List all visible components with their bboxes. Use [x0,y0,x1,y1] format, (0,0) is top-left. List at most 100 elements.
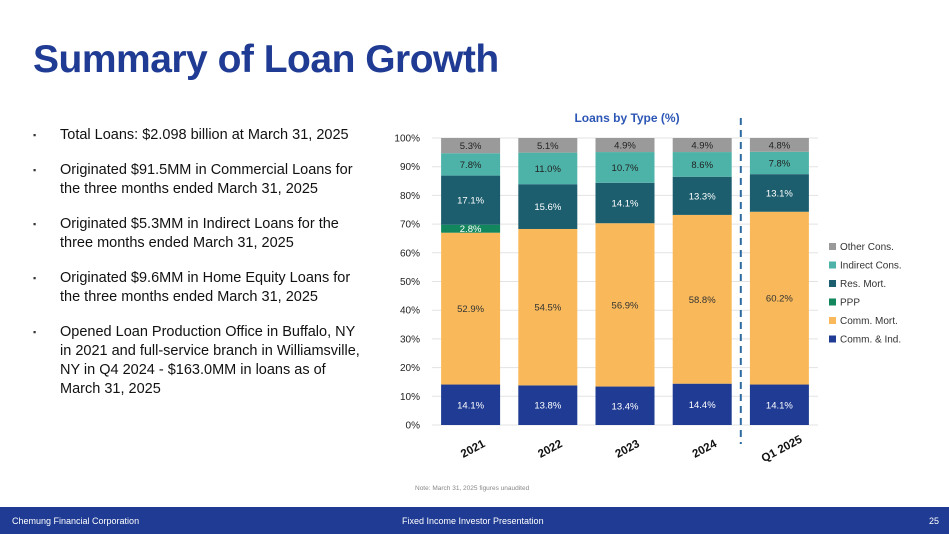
bar-segment [749,138,809,152]
bar-segment [749,174,809,212]
legend-label: PPP [840,298,860,309]
data-label: 17.1% [457,196,484,207]
data-label: 15.6% [534,202,561,213]
y-tick-label: 100% [394,134,420,145]
legend-label: Indirect Cons. [840,261,902,272]
bar-segment [672,383,732,425]
bullet-text: Opened Loan Production Office in Buffalo… [60,324,360,397]
x-tick-label: 2021 [459,438,488,461]
bar-segment [518,152,578,185]
bar-segment [441,384,501,425]
bullet-marker-icon: ▪ [33,327,37,337]
y-tick-label: 70% [400,220,420,231]
footer-company: Chemung Financial Corporation [12,516,140,526]
bar-segment [518,184,578,229]
data-label: 2.8% [460,224,482,235]
legend-label: Res. Mort. [840,279,886,290]
bar-segment [518,228,578,386]
legend-swatch [829,243,836,250]
y-tick-label: 30% [400,334,420,345]
y-tick-label: 90% [400,162,420,173]
x-tick-label: 2024 [691,438,720,461]
y-tick-label: 40% [400,306,420,317]
chart-title: Loans by Type (%) [574,111,679,125]
legend-swatch [829,298,836,306]
bullet-marker-icon: ▪ [33,273,37,283]
bar-segment [595,152,655,183]
footnote: Note: March 31, 2025 figures unaudited [415,485,530,492]
y-tick-label: 20% [400,363,420,374]
x-tick-label: 2022 [536,438,564,461]
data-label: 11.0% [535,164,562,175]
data-label: 58.8% [689,295,716,306]
bar-segment [672,138,732,153]
bullet-item: ▪ Originated $91.5MM in Commercial Loans… [33,161,363,199]
bar-segment [749,384,809,425]
bar-segment [441,153,501,176]
legend-swatch [829,280,836,287]
data-label: 14.1% [612,199,639,210]
bar-segment [441,175,501,225]
data-label: 14.1% [457,400,484,411]
bullet-text: Originated $5.3MM in Indirect Loans for … [60,216,339,251]
x-tick-label: Q1 2025 [760,433,805,465]
data-label: 60.2% [766,294,793,305]
data-label: 14.4% [689,400,716,411]
data-label: 13.3% [689,191,716,202]
bar-segment [518,385,578,425]
data-label: 52.9% [457,304,484,315]
data-label: 7.8% [769,158,791,169]
data-label: 5.1% [537,141,559,152]
data-label: 56.9% [612,300,639,311]
bullet-item: ▪ Total Loans: $2.098 billion at March 3… [33,126,363,145]
footer-page-number: 25 [928,516,939,526]
bar-segment [441,224,501,233]
bullet-text: Originated $9.6MM in Home Equity Loans f… [60,270,351,305]
y-tick-label: 0% [406,421,421,432]
legend-swatch [829,261,836,269]
y-tick-label: 60% [400,248,420,259]
data-label: 4.8% [769,140,791,151]
data-label: 4.9% [614,141,636,152]
bullet-marker-icon: ▪ [33,130,37,140]
y-tick-label: 10% [400,392,420,403]
data-label: 54.5% [534,303,561,314]
data-label: 13.4% [612,401,639,412]
bullet-marker-icon: ▪ [33,165,37,175]
bar-segment [749,211,809,385]
data-label: 4.9% [691,141,713,152]
y-tick-label: 50% [400,277,420,288]
legend-swatch [829,335,836,343]
bullet-text: Total Loans: $2.098 billion at March 31,… [60,127,349,143]
bullet-item: ▪ Opened Loan Production Office in Buffa… [33,323,363,399]
page-title: Summary of Loan Growth [33,38,499,81]
bullet-item: ▪ Originated $9.6MM in Home Equity Loans… [33,269,363,307]
loans-by-type-chart: Loans by Type (%) 0% 10% 20% 30% 40% 50% 60% 70%… [394,111,902,465]
bar-segment [595,182,655,224]
data-label: 5.3% [460,141,482,152]
legend-label: Other Cons. [840,242,894,253]
legend-swatch [829,317,836,324]
bar-segment [672,214,732,384]
bar-segment [672,152,732,177]
bar-segment [441,232,501,385]
data-label: 14.1% [766,400,793,411]
bar-segment [518,138,578,153]
data-label: 8.6% [691,160,713,171]
bar-segment [595,223,655,387]
bar-segment [672,176,732,215]
bar-segment [441,138,501,154]
data-label: 13.1% [766,188,793,199]
footer-presentation: Fixed Income Investor Presentation [402,516,544,526]
bullet-item: ▪ Originated $5.3MM in Indirect Loans fo… [33,215,363,253]
data-label: 7.8% [460,160,482,171]
data-label: 13.8% [534,401,561,412]
legend-label: Comm. & Ind. [840,335,901,346]
bullet-list: ▪ Total Loans: $2.098 billion at March 3… [33,126,363,415]
x-tick-label: 2023 [613,438,641,461]
bar-segment [595,386,655,425]
legend-label: Comm. Mort. [840,316,898,327]
bar-segment [749,151,809,175]
bullet-marker-icon: ▪ [33,219,37,229]
bar-segment [595,138,655,153]
